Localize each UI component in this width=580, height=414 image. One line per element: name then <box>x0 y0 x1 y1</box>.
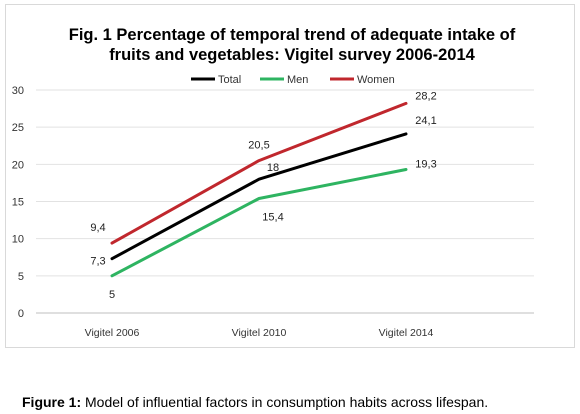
y-tick-label: 25 <box>12 122 24 134</box>
data-label-men: 5 <box>109 289 115 301</box>
data-label-men: 19,3 <box>415 159 436 171</box>
legend: Total Men Women <box>191 74 395 86</box>
y-tick-label: 20 <box>12 159 24 171</box>
chart-title: Fig. 1 Percentage of temporal trend of a… <box>69 26 516 64</box>
data-label-total: 18 <box>267 162 279 174</box>
y-tick-label: 30 <box>12 85 24 97</box>
data-label-men: 15,4 <box>262 212 283 224</box>
data-label-women: 28,2 <box>415 90 436 102</box>
caption-label: Figure 1: <box>22 394 82 410</box>
y-tick-label: 5 <box>18 271 24 283</box>
line-chart: Fig. 1 Percentage of temporal trend of a… <box>12 26 534 339</box>
x-tick-label: Vigitel 2014 <box>379 327 434 339</box>
x-tick-label: Vigitel 2010 <box>232 327 287 339</box>
series-line-total <box>110 132 408 261</box>
x-axis: Vigitel 2006 Vigitel 2010 Vigitel 2014 <box>85 327 434 339</box>
x-tick-label: Vigitel 2006 <box>85 327 140 339</box>
data-label-women: 9,4 <box>90 222 105 234</box>
gridlines <box>36 89 534 314</box>
legend-label-women: Women <box>357 74 395 86</box>
legend-label-men: Men <box>287 74 308 86</box>
y-tick-label: 0 <box>18 308 24 320</box>
series-line-men <box>110 168 408 278</box>
y-axis: 0 5 10 15 20 25 30 <box>12 85 24 320</box>
chart-title-line-1: Fig. 1 Percentage of temporal trend of a… <box>69 26 516 44</box>
y-tick-label: 10 <box>12 234 24 246</box>
caption-text: Model of influential factors in consumpt… <box>81 394 489 410</box>
legend-label-total: Total <box>218 74 241 86</box>
series-line-women <box>110 101 408 245</box>
data-label-total: 7,3 <box>90 256 105 268</box>
data-label-total: 24,1 <box>415 115 436 127</box>
data-labels: 7,3 18 24,1 5 15,4 19,3 9,4 20,5 28,2 <box>90 90 436 300</box>
data-label-women: 20,5 <box>248 140 269 152</box>
chart-frame: Fig. 1 Percentage of temporal trend of a… <box>5 4 575 348</box>
series-lines <box>110 101 408 278</box>
figure-caption: Figure 1: Model of influential factors i… <box>22 394 488 410</box>
y-tick-label: 15 <box>12 197 24 209</box>
chart-title-line-2: fruits and vegetables: Vigitel survey 20… <box>109 46 475 64</box>
